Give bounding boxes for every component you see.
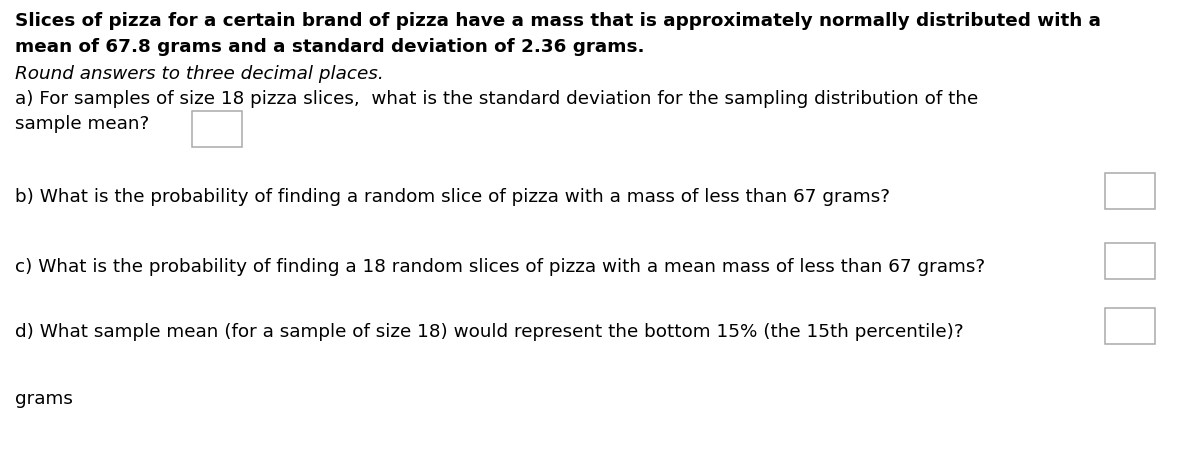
Text: Slices of pizza for a certain brand of pizza have a mass that is approximately n: Slices of pizza for a certain brand of p… [14,12,1102,30]
Text: b) What is the probability of finding a random slice of pizza with a mass of les: b) What is the probability of finding a … [14,188,890,206]
Text: a) For samples of size 18 pizza slices,  what is the standard deviation for the : a) For samples of size 18 pizza slices, … [14,90,978,108]
Text: c) What is the probability of finding a 18 random slices of pizza with a mean ma: c) What is the probability of finding a … [14,258,985,276]
Text: sample mean?: sample mean? [14,115,149,133]
FancyBboxPatch shape [1105,174,1154,209]
FancyBboxPatch shape [1105,244,1154,279]
FancyBboxPatch shape [1105,308,1154,344]
Text: grams: grams [14,389,73,407]
Text: d) What sample mean (for a sample of size 18) would represent the bottom 15% (th: d) What sample mean (for a sample of siz… [14,322,964,340]
Text: mean of 67.8 grams and a standard deviation of 2.36 grams.: mean of 67.8 grams and a standard deviat… [14,38,644,56]
FancyBboxPatch shape [192,112,242,148]
Text: Round answers to three decimal places.: Round answers to three decimal places. [14,65,384,83]
